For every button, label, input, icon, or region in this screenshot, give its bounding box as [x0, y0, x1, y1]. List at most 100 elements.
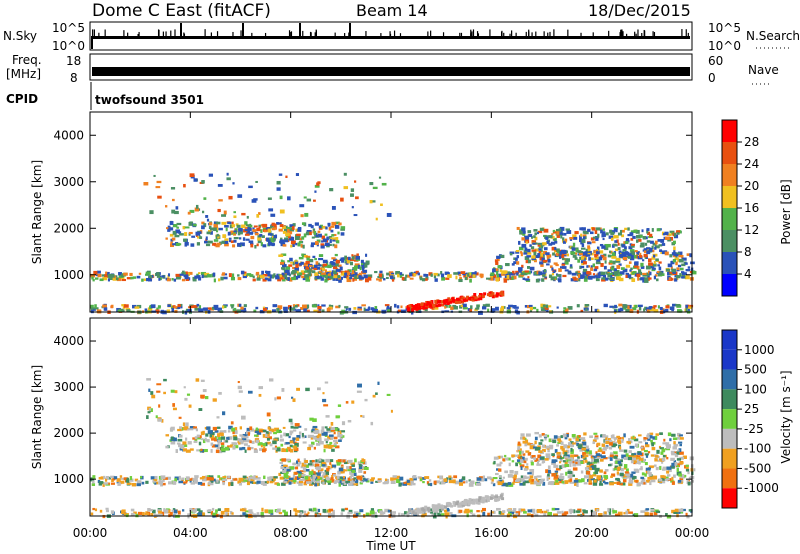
echo-cell [280, 259, 283, 264]
echo-cell [418, 303, 422, 307]
echo-cell [310, 244, 314, 248]
echo-cell [528, 304, 533, 308]
echo-cell [242, 274, 247, 279]
echo-cell [619, 482, 623, 486]
echo-cell [351, 206, 354, 209]
nave-tick-top: 60 [708, 54, 723, 68]
echo-cell [609, 305, 614, 308]
echo-cell [353, 472, 357, 477]
echo-cell [643, 253, 648, 258]
echo-cell [225, 511, 228, 516]
echo-cell [242, 237, 246, 241]
echo-cell [657, 305, 660, 309]
echo-cell [230, 482, 234, 487]
echo-cell [624, 241, 629, 244]
echo-cell [560, 445, 565, 450]
echo-cell [580, 251, 584, 254]
echo-cell [517, 441, 521, 446]
echo-cell [629, 309, 634, 314]
echo-cell [592, 455, 596, 459]
echo-cell [260, 480, 266, 485]
echo-cell [145, 271, 151, 275]
echo-cell [319, 458, 322, 462]
echo-cell [337, 431, 341, 436]
echo-cell [218, 227, 223, 231]
echo-cell [549, 265, 553, 269]
echo-cell [648, 277, 652, 280]
echo-cell [402, 482, 408, 486]
echo-cell [552, 439, 557, 444]
echo-cell [408, 508, 412, 512]
noise-tick-left-top: 10^5 [52, 21, 85, 35]
echo-cell [291, 396, 294, 399]
echo-cell [283, 474, 289, 479]
echo-cell [471, 513, 476, 516]
echo-cell [282, 267, 286, 271]
echo-cell [188, 404, 192, 408]
echo-cell [325, 277, 328, 280]
echo-cell [176, 243, 182, 246]
echo-cell [519, 450, 524, 454]
echo-cell [552, 252, 555, 256]
echo-cell [477, 501, 481, 505]
echo-cell [681, 456, 684, 460]
echo-cell [253, 198, 258, 201]
noise-spike [138, 31, 140, 36]
echo-cell [285, 441, 291, 445]
echo-cell [283, 480, 288, 484]
echo-cell [670, 465, 675, 469]
echo-cell [682, 455, 687, 460]
velocity-colorbar-label: Velocity [m s⁻¹] [779, 370, 793, 463]
echo-cell [298, 241, 303, 244]
power-colorbar-tick-label: 20 [744, 179, 759, 193]
echo-cell [540, 439, 544, 442]
echo-cell [636, 251, 640, 254]
noise-spike [393, 30, 396, 36]
echo-cell [172, 480, 177, 485]
echo-cell [613, 437, 618, 440]
echo-cell [469, 278, 472, 283]
echo-cell [448, 304, 452, 308]
echo-cell [325, 415, 330, 418]
echo-cell [608, 235, 614, 239]
echo-cell [132, 304, 137, 309]
echo-cell [247, 432, 250, 436]
echo-cell [450, 306, 454, 310]
echo-cell [370, 307, 374, 311]
x-tick-label: 12:00 [374, 526, 409, 540]
echo-cell [679, 477, 684, 481]
echo-cell [331, 475, 334, 478]
echo-cell [564, 456, 569, 459]
echo-cell [277, 305, 283, 310]
noise-spike [580, 32, 582, 36]
echo-cell [347, 477, 351, 481]
echo-cell [496, 468, 500, 471]
echo-cell [561, 257, 566, 261]
echo-cell [201, 180, 205, 184]
echo-cell [648, 247, 653, 252]
echo-cell [603, 303, 608, 308]
echo-cell [420, 306, 424, 310]
echo-cell [238, 441, 241, 445]
echo-cell [230, 480, 234, 484]
echo-cell [594, 253, 598, 258]
echo-cell [555, 252, 559, 256]
echo-cell [279, 274, 283, 278]
echo-cell [263, 475, 266, 480]
noise-spike [170, 30, 172, 36]
echo-cell [331, 234, 335, 237]
echo-cell [92, 507, 95, 511]
echo-cell [326, 480, 332, 483]
echo-cell [208, 222, 213, 226]
echo-cell [207, 274, 212, 278]
echo-cell [395, 272, 400, 275]
echo-cell [455, 297, 459, 301]
noise-spike [344, 33, 346, 36]
echo-cell [334, 253, 338, 257]
echo-cell [205, 236, 208, 241]
echo-cell [215, 244, 220, 248]
echo-cell [344, 272, 348, 276]
echo-cell [255, 439, 259, 444]
echo-cell [419, 276, 423, 281]
echo-cell [479, 478, 485, 482]
